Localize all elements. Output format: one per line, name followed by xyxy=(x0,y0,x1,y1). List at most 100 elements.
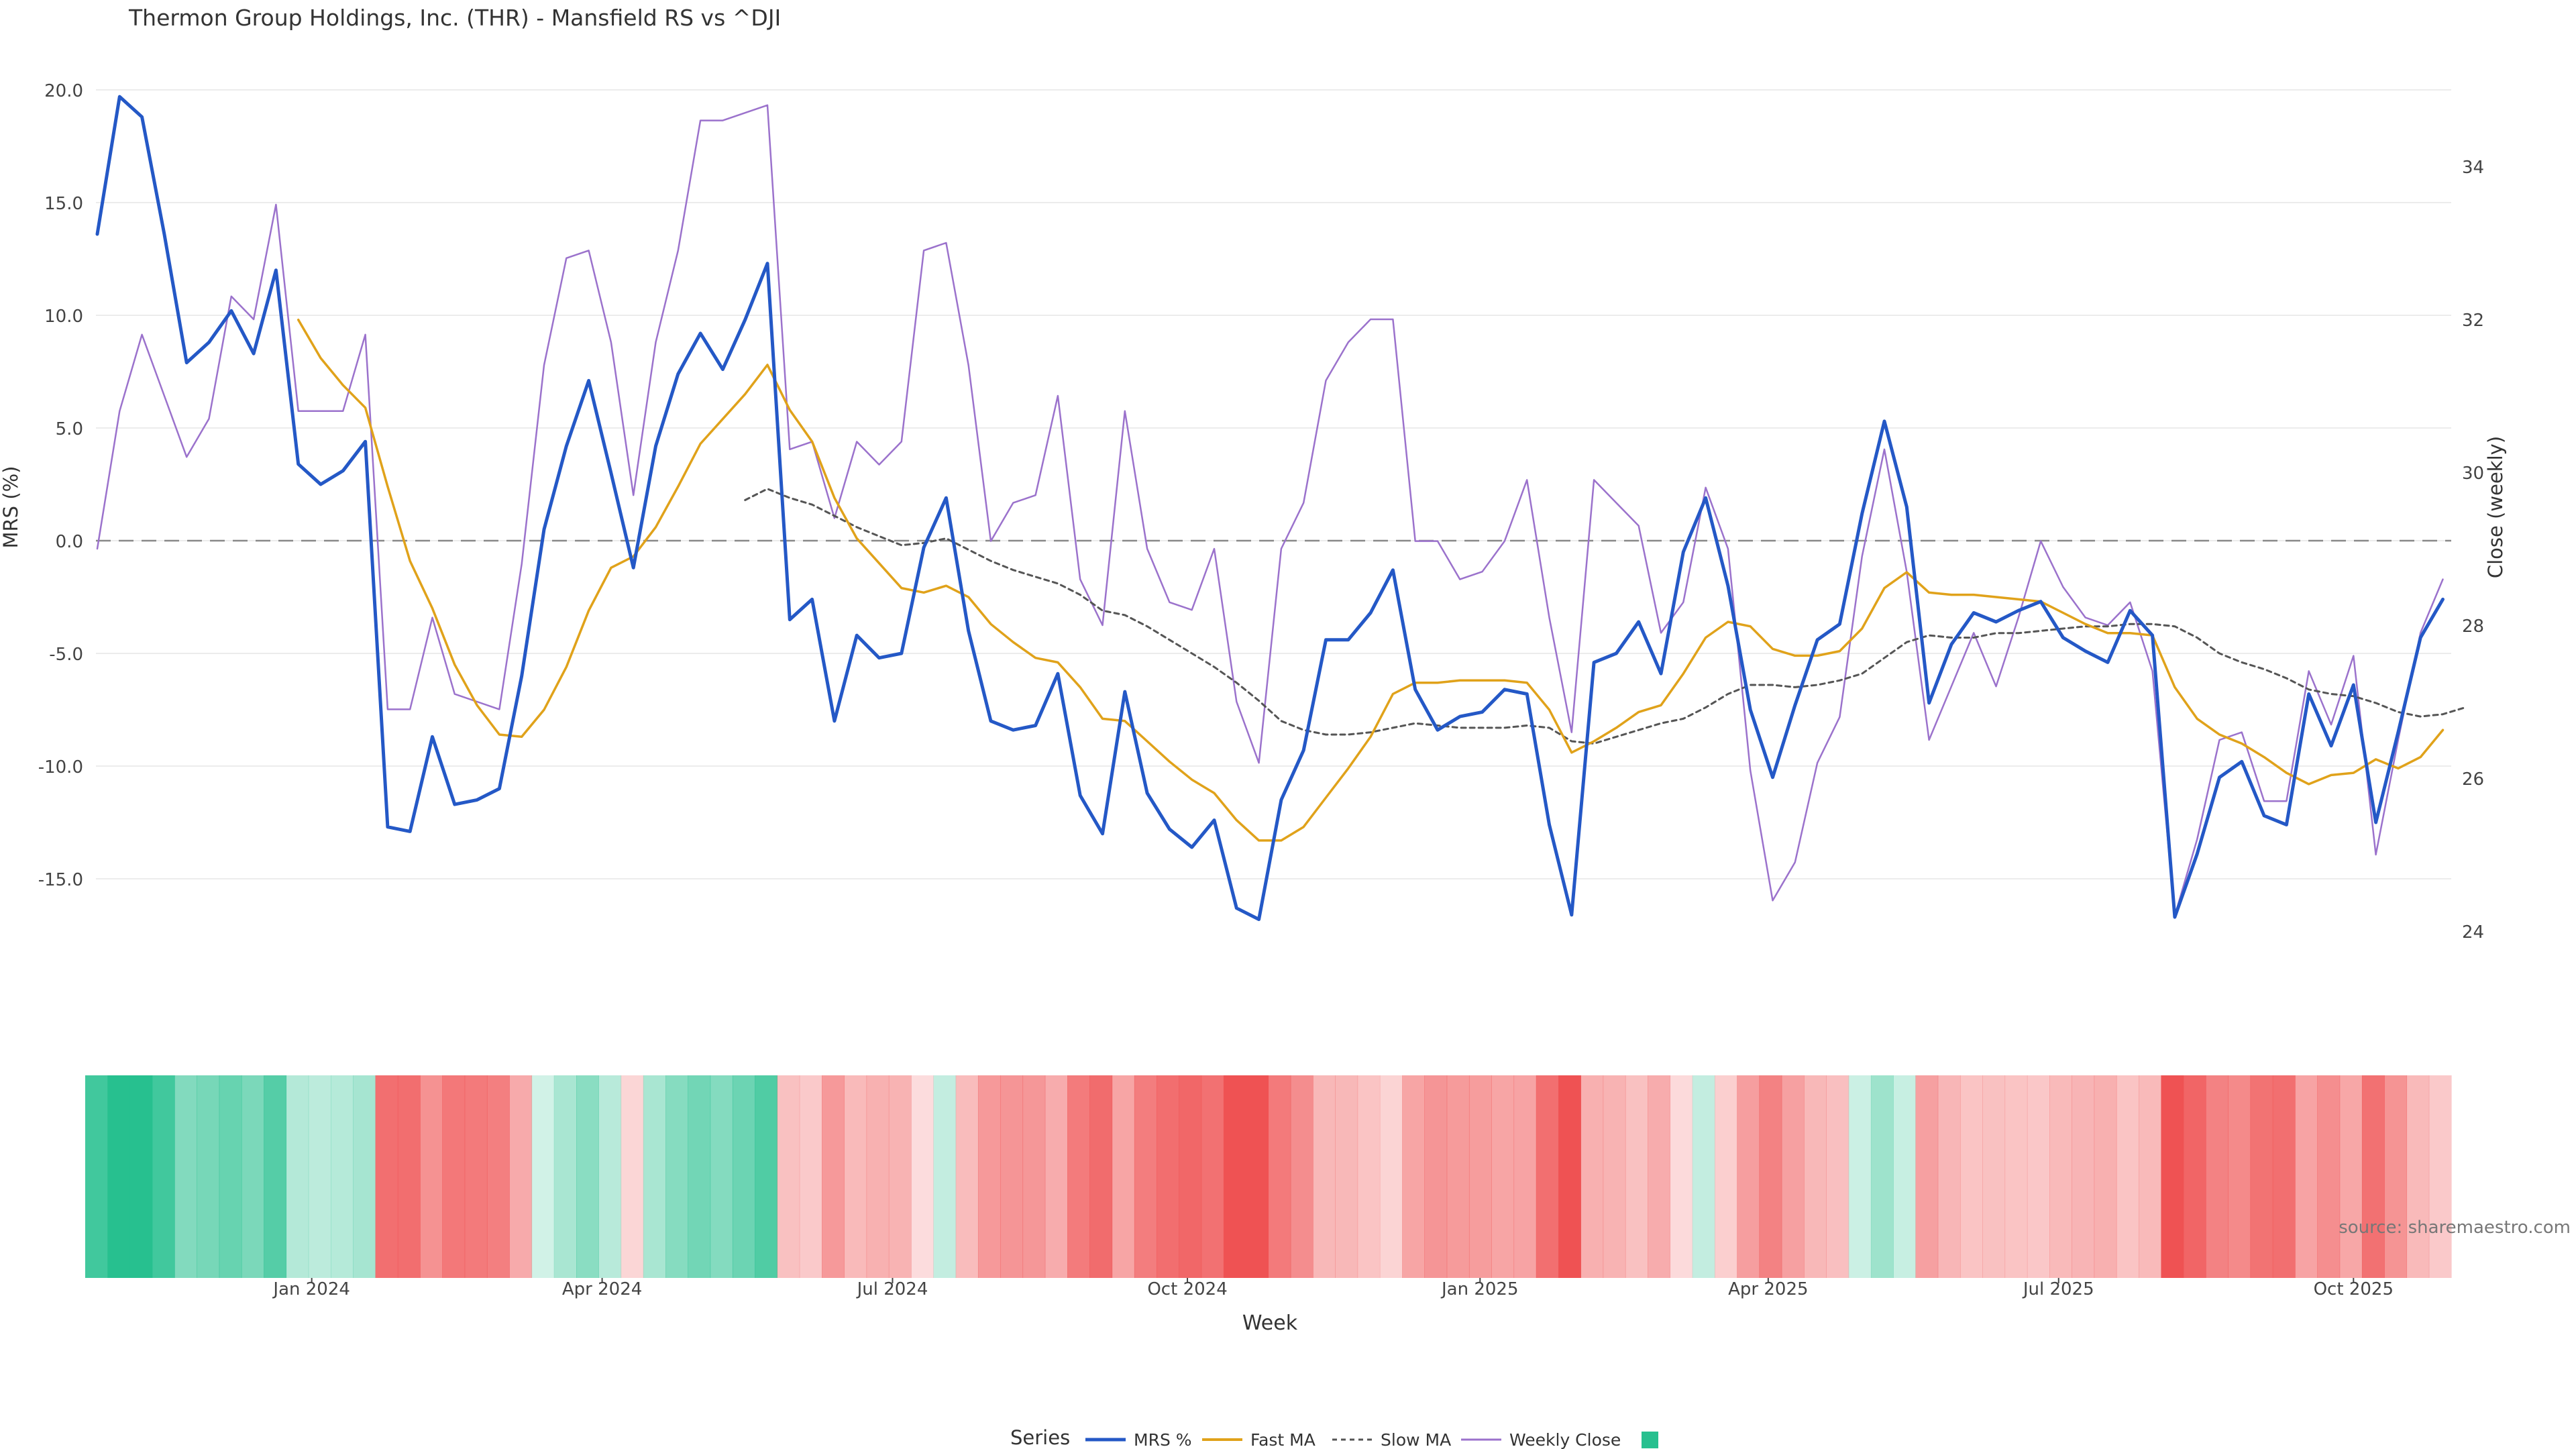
x-tick-label: Oct 2025 xyxy=(2314,1279,2394,1299)
heat-cell xyxy=(598,1075,622,1278)
heat-cell xyxy=(1112,1075,1135,1278)
heat-cell xyxy=(2428,1075,2452,1278)
heat-cell xyxy=(1000,1075,1024,1278)
heat-cell xyxy=(2094,1075,2117,1278)
heat-cell xyxy=(1379,1075,1403,1278)
legend-title: Series xyxy=(1010,1426,1070,1449)
left-axis-label: MRS (%) xyxy=(0,466,22,549)
source-label: source: sharemaestro.com xyxy=(2339,1218,2571,1238)
heat-cell xyxy=(2339,1075,2363,1278)
heat-cell xyxy=(1804,1075,1827,1278)
heat-cell xyxy=(1290,1075,1313,1278)
heat-cell xyxy=(174,1075,197,1278)
heat-cell xyxy=(2049,1075,2072,1278)
heat-cell xyxy=(1960,1075,1983,1278)
heat-cell xyxy=(1402,1075,1426,1278)
legend: Series MRS % Fast MA Slow MA Weekly Clos… xyxy=(1010,1426,1658,1449)
heat-cell xyxy=(286,1075,309,1278)
heat-cell xyxy=(152,1075,175,1278)
grid-lines xyxy=(96,89,2451,879)
heat-cell xyxy=(486,1075,510,1278)
heat-cell xyxy=(1759,1075,1782,1278)
x-tick-label: Jul 2024 xyxy=(856,1279,928,1299)
left-tick-label: -15.0 xyxy=(38,870,83,890)
heat-cell xyxy=(866,1075,890,1278)
heat-cell xyxy=(1670,1075,1693,1278)
heat-cell xyxy=(2072,1075,2095,1278)
left-tick-label: -10.0 xyxy=(38,757,83,777)
heat-cell xyxy=(1737,1075,1760,1278)
right-tick-label: 30 xyxy=(2462,464,2484,484)
left-tick-label: -5.0 xyxy=(49,645,83,665)
heat-cell xyxy=(576,1075,599,1278)
heat-cell xyxy=(1826,1075,1849,1278)
heat-cell xyxy=(1134,1075,1157,1278)
heat-cell xyxy=(1446,1075,1470,1278)
heat-cell xyxy=(2139,1075,2162,1278)
x-tick-label: Oct 2024 xyxy=(1147,1279,1227,1299)
heat-cell xyxy=(643,1075,666,1278)
chart-title: Thermon Group Holdings, Inc. (THR) - Man… xyxy=(128,5,781,31)
heat-cell xyxy=(2406,1075,2430,1278)
heat-cell xyxy=(777,1075,800,1278)
x-tick-label: Apr 2024 xyxy=(562,1279,642,1299)
left-axis: 20.0 15.0 10.0 5.0 0.0 -5.0 -10.0 -15.0 xyxy=(38,81,83,890)
heat-cell xyxy=(911,1075,934,1278)
heat-cell xyxy=(308,1075,331,1278)
heat-cell xyxy=(85,1075,108,1278)
x-tick-label: Jan 2025 xyxy=(1440,1279,1519,1299)
heat-cell xyxy=(1915,1075,1939,1278)
heat-cell xyxy=(621,1075,644,1278)
heat-cell xyxy=(888,1075,912,1278)
heat-cell xyxy=(1937,1075,1961,1278)
right-axis-label: Close (weekly) xyxy=(2484,436,2507,578)
mrs-line xyxy=(95,95,2445,921)
heat-cell xyxy=(509,1075,533,1278)
heat-cell xyxy=(2004,1075,2028,1278)
left-tick-label: 5.0 xyxy=(56,419,83,439)
heat-cell xyxy=(1201,1075,1224,1278)
heat-cell xyxy=(107,1075,131,1278)
heat-cell xyxy=(1424,1075,1448,1278)
heat-cell xyxy=(1781,1075,1805,1278)
heat-cell xyxy=(1558,1075,1581,1278)
heat-cell xyxy=(2272,1075,2296,1278)
heat-cell xyxy=(2384,1075,2408,1278)
legend-weekly-close-label: Weekly Close xyxy=(1509,1430,1621,1449)
heat-cell xyxy=(1022,1075,1046,1278)
heat-cell xyxy=(1625,1075,1648,1278)
heat-cell xyxy=(1089,1075,1113,1278)
heat-cell xyxy=(553,1075,577,1278)
mrs-heat-strip xyxy=(85,1075,2452,1278)
heat-cell xyxy=(1580,1075,1604,1278)
heat-cell xyxy=(1157,1075,1179,1278)
heat-cell xyxy=(1223,1075,1246,1278)
heat-cell xyxy=(2205,1075,2229,1278)
heat-cell xyxy=(977,1075,1001,1278)
x-tick-label: Jul 2025 xyxy=(2022,1279,2094,1299)
heat-cell xyxy=(264,1075,287,1278)
heat-cell xyxy=(2116,1075,2139,1278)
left-tick-label: 20.0 xyxy=(44,81,83,101)
heat-cell xyxy=(1893,1075,1917,1278)
heat-cell xyxy=(1357,1075,1381,1278)
x-tick-label: Apr 2025 xyxy=(1728,1279,1808,1299)
heat-cell xyxy=(331,1075,354,1278)
heat-cell xyxy=(2228,1075,2251,1278)
heat-cell xyxy=(2027,1075,2050,1278)
heat-cell xyxy=(1491,1075,1515,1278)
heat-cell xyxy=(755,1075,778,1278)
heat-cell xyxy=(2183,1075,2206,1278)
heat-cell xyxy=(1536,1075,1559,1278)
heat-cell xyxy=(2250,1075,2273,1278)
heat-cell xyxy=(1714,1075,1737,1278)
right-tick-label: 28 xyxy=(2462,616,2484,637)
right-tick-label: 24 xyxy=(2462,922,2484,943)
heat-cell xyxy=(799,1075,822,1278)
heat-cell xyxy=(933,1075,957,1278)
legend-fast-ma-label: Fast MA xyxy=(1250,1430,1316,1449)
heat-cell xyxy=(732,1075,755,1278)
heat-cell xyxy=(129,1075,153,1278)
heat-cell xyxy=(2161,1075,2184,1278)
